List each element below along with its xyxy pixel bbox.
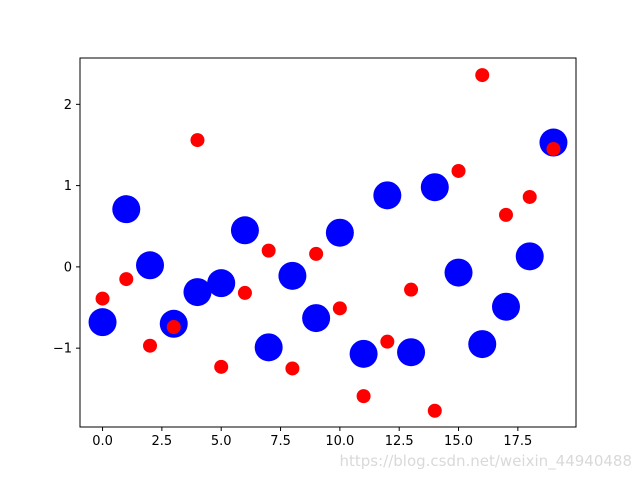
point-s1-15 [451,163,466,178]
point-s0-13 [397,338,426,367]
point-s1-12 [380,334,395,349]
point-s0-0 [88,308,117,337]
point-s0-2 [136,251,165,280]
point-s1-14 [427,403,442,418]
point-s0-16 [468,330,497,359]
point-s0-9 [302,304,331,333]
point-s1-1 [119,272,134,287]
point-s1-0 [95,291,110,306]
x-tick-label-4: 10.0 [325,434,354,449]
axes-frame [79,57,577,428]
point-s0-18 [515,242,544,271]
x-tick-label-1: 2.5 [152,434,173,449]
point-s1-6 [237,285,252,300]
y-tick-label-1: 0 [64,260,72,275]
point-s1-4 [190,133,205,148]
point-s0-6 [230,216,259,245]
point-s1-13 [404,282,419,297]
point-s0-17 [491,292,520,321]
point-s0-7 [254,333,283,362]
point-s1-17 [498,207,513,222]
x-tick-label-2: 5.0 [211,434,232,449]
point-s1-3 [166,320,181,335]
plot-marks [88,68,568,418]
axis-ticks: 0.0 2.5 5.0 7.5 10.0 12.5 15.0 17.5 −1 0 1 2 [53,98,533,449]
y-tick-label-3: 2 [64,98,72,113]
watermark-text: https://blog.csdn.net/weixin_44940488 [339,452,632,470]
x-tick-label-3: 7.5 [270,434,291,449]
point-s0-15 [444,258,473,287]
series-1 [95,68,561,418]
point-s1-10 [332,301,347,316]
point-s1-7 [261,243,276,258]
point-s1-2 [143,338,158,353]
point-s0-14 [420,173,449,202]
point-s1-18 [522,189,537,204]
point-s0-5 [207,269,236,298]
point-s0-12 [373,181,402,210]
y-tick-label-0: −1 [53,342,72,357]
point-s0-11 [349,339,378,368]
point-s1-9 [309,246,324,261]
point-s0-1 [112,195,141,224]
x-tick-label-0: 0.0 [92,434,113,449]
y-tick-label-2: 1 [64,179,72,194]
point-s1-16 [475,68,490,83]
point-s0-8 [278,261,307,290]
point-s0-4 [183,278,212,307]
x-tick-label-7: 17.5 [503,434,532,449]
x-tick-label-5: 12.5 [385,434,414,449]
point-s1-5 [214,359,229,374]
point-s1-8 [285,361,300,376]
x-tick-label-6: 15.0 [444,434,473,449]
point-s0-10 [325,218,354,247]
point-s1-19 [546,142,561,157]
point-s1-11 [356,389,371,404]
